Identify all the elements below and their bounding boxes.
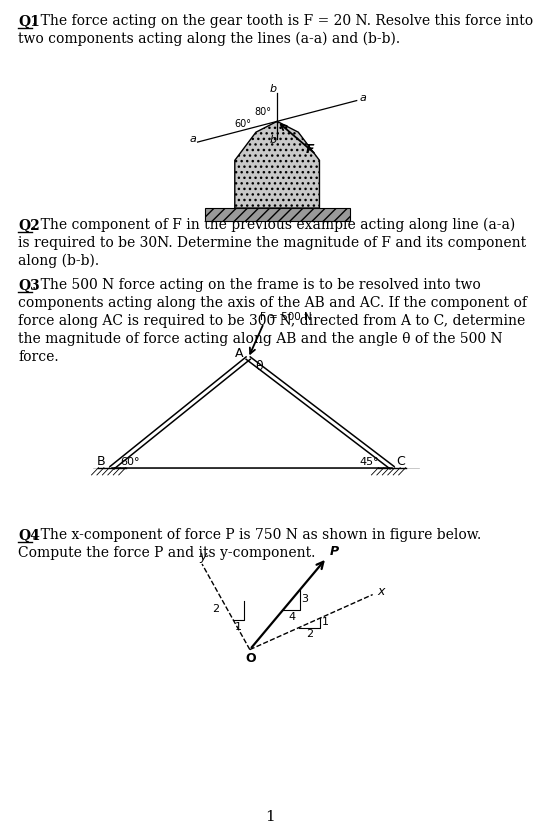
Text: θ: θ [255,360,263,373]
Text: components acting along the axis of the AB and AC. If the component of: components acting along the axis of the … [18,296,527,310]
Text: a: a [190,134,197,144]
Text: Q3: Q3 [18,278,40,292]
Text: b: b [270,84,277,94]
Text: a: a [360,93,367,103]
Text: force along AC is required to be 300 N, directed from A to C, determine: force along AC is required to be 300 N, … [18,314,525,328]
Text: A: A [234,347,243,359]
Text: . The x-component of force P is 750 N as shown in figure below.: . The x-component of force P is 750 N as… [32,528,481,542]
Polygon shape [205,208,350,221]
Text: 60°: 60° [120,457,140,466]
Text: P: P [330,545,339,558]
Text: Q2: Q2 [18,218,40,232]
Text: b: b [270,135,277,145]
Polygon shape [235,121,320,208]
Text: F: F [306,144,314,157]
Text: 80°: 80° [254,107,272,117]
Text: 1: 1 [265,810,275,824]
Text: F = 500 N: F = 500 N [260,313,312,323]
Text: 1: 1 [321,617,328,627]
Text: O: O [245,652,256,665]
Text: 2: 2 [212,603,219,613]
Text: 45°: 45° [359,457,379,466]
Text: . The component of F in the previous example acting along line (a-a): . The component of F in the previous exa… [32,218,515,232]
Text: 60°: 60° [235,119,252,129]
Text: the magnitude of force acting along AB and the angle θ of the 500 N: the magnitude of force acting along AB a… [18,332,503,346]
Text: 1: 1 [234,622,241,632]
Text: x: x [377,584,384,598]
Text: Compute the force P and its y-component.: Compute the force P and its y-component. [18,546,315,560]
Text: along (b-b).: along (b-b). [18,254,99,268]
Text: 3: 3 [301,594,308,604]
Text: C: C [396,455,404,468]
Text: . The force acting on the gear tooth is F = 20 N. Resolve this force into: . The force acting on the gear tooth is … [32,14,533,28]
Text: B: B [97,455,105,468]
Text: Q4: Q4 [18,528,40,542]
Text: . The 500 N force acting on the frame is to be resolved into two: . The 500 N force acting on the frame is… [32,278,481,292]
Text: is required to be 30N. Determine the magnitude of F and its component: is required to be 30N. Determine the mag… [18,236,526,250]
Text: 2: 2 [306,629,314,639]
Text: 4: 4 [288,612,295,622]
Text: two components acting along the lines (a-a) and (b-b).: two components acting along the lines (a… [18,32,400,46]
Text: force.: force. [18,350,59,364]
Text: y: y [199,550,206,563]
Text: Q1: Q1 [18,14,40,28]
